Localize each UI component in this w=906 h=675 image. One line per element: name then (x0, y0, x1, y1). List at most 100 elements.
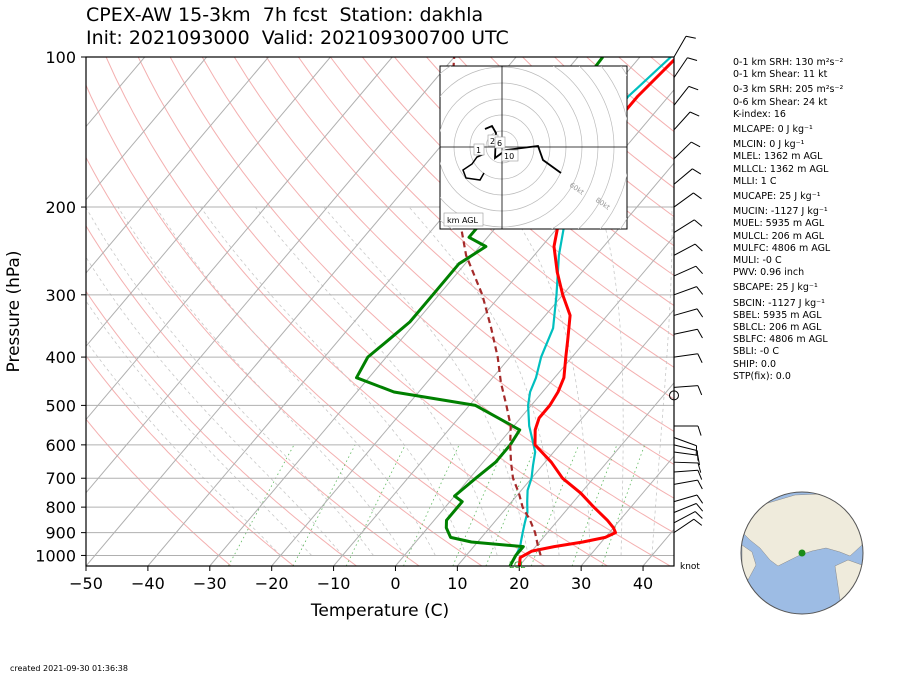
stat-line: MLCIN: 0 J kg⁻¹ (733, 139, 805, 151)
moist-adiabat (599, 206, 624, 556)
x-tick-label: −30 (193, 574, 227, 593)
stat-line: MLLI: 1 C (733, 175, 777, 187)
globe-land (834, 559, 863, 611)
wind-barb (673, 219, 703, 233)
stat-line: MUEL: 5935 m AGL (733, 218, 825, 230)
stat-line: MUCAPE: 25 J kg⁻¹ (733, 191, 821, 203)
y-tick-label: 900 (45, 524, 76, 543)
dry-adiabat (86, 418, 232, 566)
hodograph-trace (462, 153, 485, 181)
stat-line: MULCL: 206 m AGL (733, 230, 825, 242)
hodograph-height-box (494, 136, 506, 149)
stat-line: PWV: 0.96 inch (733, 267, 805, 279)
wind-barb (673, 518, 703, 534)
parcel-line (447, 57, 542, 556)
wind-barb (673, 385, 703, 396)
hodograph-height-label: 2 (490, 137, 495, 146)
x-tick-label: −20 (255, 574, 289, 593)
stat-line: 0-1 km SRH: 130 m²s⁻² (733, 57, 844, 68)
hodograph-height-label: 1 (476, 146, 481, 155)
mixing-ratio-line (485, 444, 537, 566)
mixing-ratio-line (292, 444, 356, 566)
chart-title-line2: Init: 2021093000 Valid: 202109300700 UTC (86, 27, 509, 49)
moist-adiabat (408, 206, 560, 556)
y-tick-label: 400 (45, 348, 76, 367)
y-tick-label: 500 (45, 396, 76, 415)
stat-line: SBCIN: -1127 J kg⁻¹ (733, 297, 825, 309)
wind-barb (673, 451, 700, 466)
dry-adiabat (86, 156, 483, 566)
wind-barb (673, 192, 702, 208)
x-tick-label: −40 (131, 574, 165, 593)
dewpoint-line (355, 57, 604, 566)
globe-outline (740, 491, 864, 615)
dry-adiabat (169, 57, 674, 534)
hodograph-trace (484, 124, 562, 174)
dry-adiabat (233, 57, 674, 466)
isotherm (86, 57, 455, 494)
dry-adiabat (330, 57, 674, 368)
x-tick-label: −10 (317, 574, 351, 593)
wind-barb (673, 57, 698, 78)
wind-barb (673, 503, 704, 513)
isotherm (86, 57, 208, 201)
wind-barb (673, 353, 703, 363)
stability-indices-panel: 0-1 km SRH: 130 m²s⁻² 0-1 km Shear: 11 kt… (733, 57, 903, 383)
hodograph-height-label: 10 (504, 152, 514, 161)
y-tick-label: 100 (45, 48, 76, 67)
created-timestamp: created 2021-09-30 01:36:38 (10, 664, 128, 673)
moist-adiabat (86, 340, 281, 556)
x-tick-label: −50 (69, 574, 103, 593)
wind-barb (673, 85, 699, 106)
stat-line: MULI: -0 C (733, 255, 782, 267)
moist-adiabat (200, 206, 467, 556)
x-axis-label: Temperature (C) (310, 601, 449, 621)
dry-adiabat (297, 57, 674, 400)
wind-unit-label: knot (680, 562, 700, 572)
isotherm (86, 57, 269, 274)
y-tick-label: 1000 (35, 546, 76, 565)
wind-barb (673, 511, 703, 524)
stat-line: 0-6 km Shear: 24 kt (733, 96, 828, 108)
dry-adiabat (201, 57, 674, 499)
wind-barb (673, 111, 700, 131)
stat-line: STP(fix): 0.0 (733, 370, 791, 382)
wind-barb (673, 328, 703, 339)
mixing-ratio-line (452, 444, 506, 566)
wind-barb (673, 308, 704, 318)
y-tick-label: 700 (45, 469, 76, 488)
wind-barb (673, 35, 696, 58)
isotherm (86, 57, 393, 421)
stat-line: SHIP: 0.0 (733, 358, 777, 370)
wind-barb (673, 141, 701, 160)
stat-line: SBLFC: 4806 m AGL (733, 334, 828, 346)
wind-barb (673, 168, 702, 185)
hodograph-legend-box (443, 212, 484, 227)
wind-barb (673, 286, 704, 296)
mixing-ratio-line (571, 444, 618, 566)
mixing-ratio-line (601, 444, 646, 566)
stat-line: SBLCL: 206 m AGL (733, 322, 822, 334)
moist-adiabat (323, 206, 529, 556)
mixing-ratio-line (228, 444, 295, 566)
stat-line: MLLCL: 1362 m AGL (733, 163, 829, 175)
moist-adiabat (86, 300, 312, 556)
moist-adiabat (155, 206, 436, 556)
hodograph-height-label: 6 (497, 139, 502, 148)
moist-adiabat (86, 256, 343, 556)
dry-adiabat (426, 57, 674, 277)
hodograph-height-box (501, 149, 519, 162)
stat-line: MULFC: 4806 m AGL (733, 242, 831, 254)
x-tick-label: 0 (390, 574, 400, 593)
stat-line: SBCAPE: 25 J kg⁻¹ (733, 282, 818, 294)
calm-wind-circle (669, 390, 679, 401)
isotherm (86, 57, 331, 348)
dry-adiabat (265, 57, 674, 433)
x-tick-label: 30 (571, 574, 591, 593)
wind-barb (673, 469, 703, 480)
dry-adiabat (394, 57, 674, 307)
stat-line: SBEL: 5935 m AGL (733, 309, 822, 321)
dry-adiabat (105, 57, 608, 566)
